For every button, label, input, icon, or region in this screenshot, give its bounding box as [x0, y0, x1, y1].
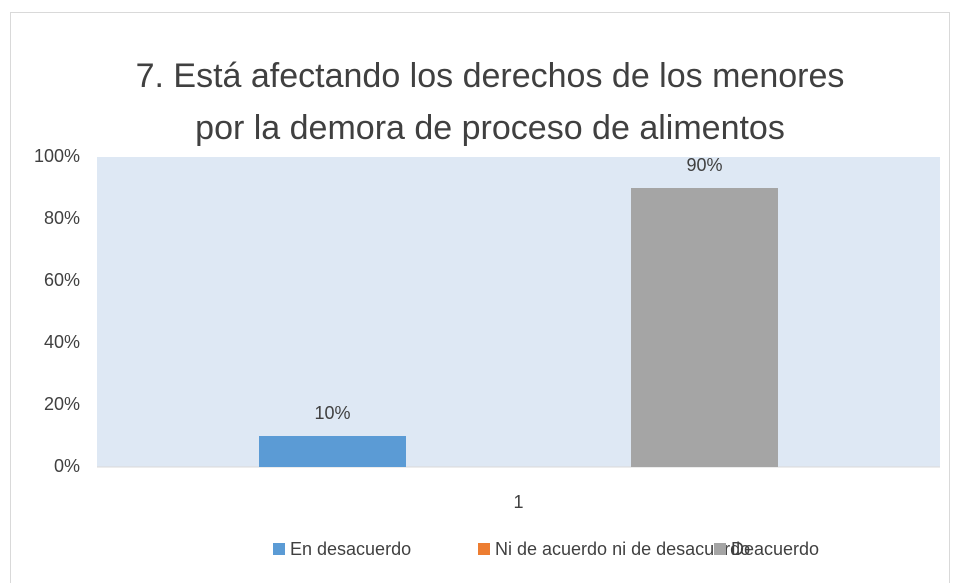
bar	[259, 436, 406, 467]
x-tick-label: 1	[513, 492, 523, 512]
y-tick-label: 0%	[54, 456, 80, 476]
y-tick-label: 20%	[44, 394, 80, 414]
legend-swatch	[714, 543, 726, 555]
chart-title: 7. Está afectando los derechos de los me…	[136, 57, 845, 95]
data-label: 10%	[314, 403, 350, 423]
legend-label: Ni de acuerdo ni de desacuerdo	[495, 539, 750, 559]
legend-label: En desacuerdo	[290, 539, 411, 559]
data-label: 90%	[686, 155, 722, 175]
y-tick-label: 80%	[44, 208, 80, 228]
legend-label: Deacuerdo	[731, 539, 819, 559]
legend-swatch	[478, 543, 490, 555]
bar	[631, 188, 778, 467]
chart-title: por la demora de proceso de alimentos	[195, 109, 785, 147]
y-tick-label: 40%	[44, 332, 80, 352]
plot-area	[97, 157, 940, 467]
y-tick-label: 60%	[44, 270, 80, 290]
y-tick-label: 100%	[34, 146, 80, 166]
legend-swatch	[273, 543, 285, 555]
